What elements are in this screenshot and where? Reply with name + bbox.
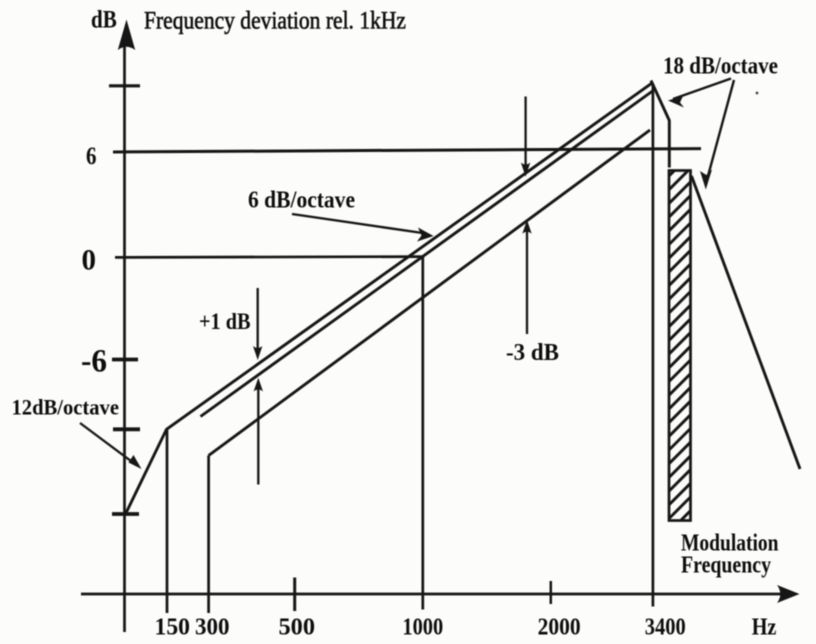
svg-text:500: 500 <box>279 615 316 641</box>
svg-text:Frequency: Frequency <box>681 553 771 579</box>
svg-text:2000: 2000 <box>538 615 581 641</box>
svg-text:0: 0 <box>82 244 97 277</box>
svg-text:+1 dB: +1 dB <box>199 309 251 334</box>
svg-text:1000: 1000 <box>402 615 443 641</box>
svg-text:Frequency deviation rel. 1kHz: Frequency deviation rel. 1kHz <box>144 8 406 35</box>
svg-text:Modulation: Modulation <box>681 531 779 557</box>
svg-text:3400: 3400 <box>645 615 686 641</box>
svg-text:dB: dB <box>91 7 117 34</box>
svg-text:12dB/octave: 12dB/octave <box>12 395 120 420</box>
svg-text:-3 dB: -3 dB <box>506 340 559 366</box>
svg-text:-6: -6 <box>81 344 107 380</box>
svg-text:6 dB/octave: 6 dB/octave <box>248 188 355 214</box>
svg-text:150: 150 <box>155 615 191 641</box>
svg-text:6: 6 <box>86 143 97 170</box>
svg-text:Hz: Hz <box>752 615 777 641</box>
svg-text:300: 300 <box>195 615 230 641</box>
svg-text:18 dB/octave: 18 dB/octave <box>663 54 778 80</box>
